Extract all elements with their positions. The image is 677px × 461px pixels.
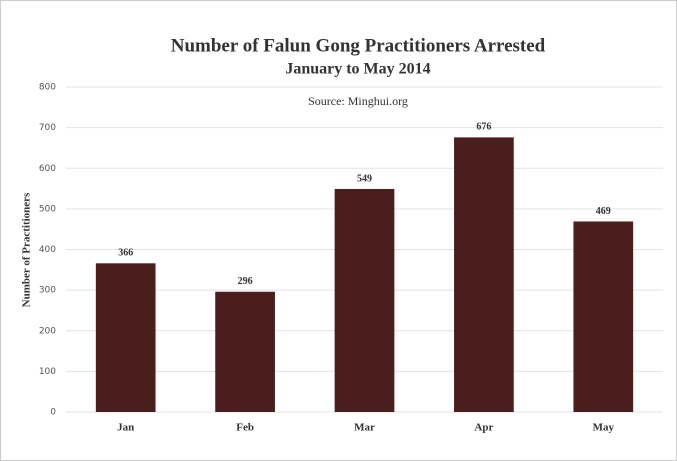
chart-title: Number of Falun Gong Practitioners Arres… xyxy=(171,35,546,56)
x-tick-label: Apr xyxy=(474,422,493,434)
y-tick-label: 0 xyxy=(50,408,56,418)
value-label: 296 xyxy=(238,276,253,287)
x-tick-label: Feb xyxy=(236,422,254,434)
y-tick-label: 200 xyxy=(39,326,56,336)
value-label: 469 xyxy=(596,206,611,217)
y-tick-label: 300 xyxy=(39,286,56,296)
y-tick-label: 100 xyxy=(39,367,56,377)
bar xyxy=(454,137,514,412)
bar xyxy=(573,221,634,412)
y-tick-label: 400 xyxy=(39,245,56,255)
value-label: 676 xyxy=(476,122,491,133)
x-tick-label: Jan xyxy=(117,422,134,434)
bar xyxy=(215,291,275,412)
value-label: 549 xyxy=(357,173,372,184)
x-tick-label: May xyxy=(593,422,615,434)
bar xyxy=(334,188,395,412)
y-tick-label: 600 xyxy=(39,164,56,174)
y-tick-label: 700 xyxy=(39,123,56,133)
chart-subtitle: January to May 2014 xyxy=(285,61,430,78)
y-tick-label: 800 xyxy=(39,83,56,93)
y-tick-label: 500 xyxy=(39,204,56,214)
bar xyxy=(95,263,156,412)
x-tick-label: Mar xyxy=(354,422,375,434)
source-note: Source: Minghui.org xyxy=(308,94,408,108)
value-label: 366 xyxy=(118,248,133,259)
y-axis-label: Number of Practitioners xyxy=(21,192,33,307)
